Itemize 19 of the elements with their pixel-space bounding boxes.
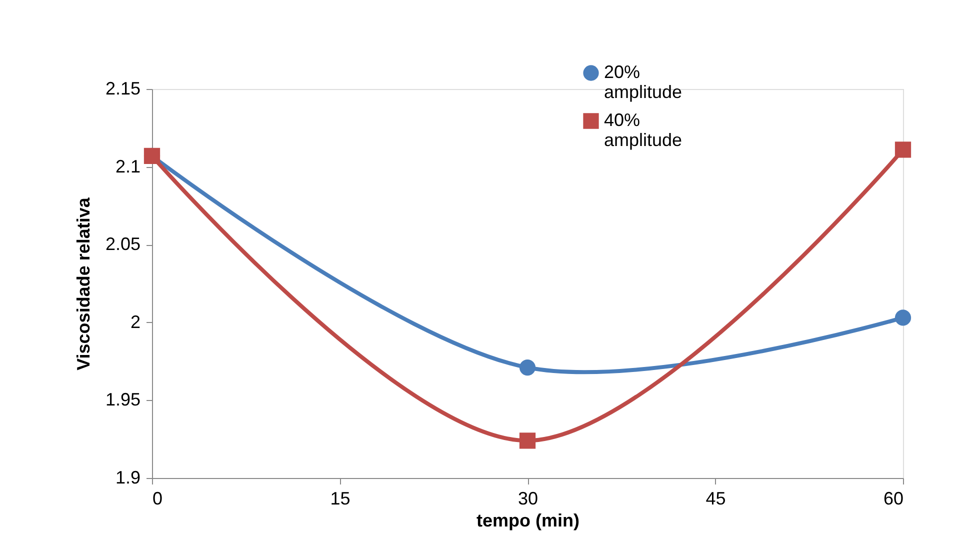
point <box>894 310 912 326</box>
y-axis-title: Viscosidade relativa <box>73 196 94 370</box>
y-tick-label: 2.1 <box>115 156 140 176</box>
y-tick-label: 1.95 <box>105 390 140 410</box>
legend-label: 40% amplitude <box>604 110 682 150</box>
x-tick-label: 0 <box>152 488 163 508</box>
x-tick-label: 15 <box>330 488 350 508</box>
legend-label: 20% amplitude <box>604 62 682 102</box>
point <box>894 142 912 158</box>
x-tick-label: 30 <box>518 488 538 508</box>
y-tick-label: 2.05 <box>105 234 140 254</box>
x-axis-title: tempo (min) <box>476 510 580 530</box>
y-tick-label: 2.15 <box>105 78 140 98</box>
point <box>519 359 536 376</box>
point <box>519 432 536 449</box>
y-tick-label: 2 <box>130 312 140 332</box>
y-tick-label: 1.9 <box>115 468 140 488</box>
x-tick-label: 45 <box>706 488 726 508</box>
x-tick-label: 60 <box>883 488 904 508</box>
